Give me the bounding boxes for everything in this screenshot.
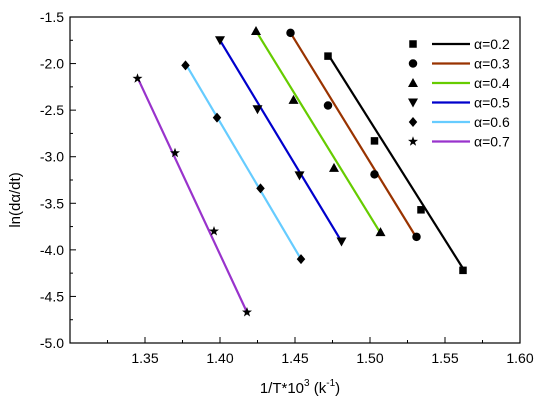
x-tick-label: 1.50 <box>356 350 383 366</box>
x-tick-label: 1.55 <box>431 350 458 366</box>
legend-label-series-5: α=0.6 <box>474 114 510 130</box>
x-axis-label: 1/T*103 (k-1) <box>260 378 340 397</box>
legend-marker-series-4 <box>408 98 418 108</box>
data-point-series-3 <box>251 25 261 35</box>
x-axis-label-unit: (k <box>310 380 327 397</box>
fit-line-series-5 <box>184 63 302 260</box>
data-point-series-3 <box>288 94 299 104</box>
x-axis-label-main: 1/T*10 <box>260 380 304 397</box>
legend-label-series-1: α=0.2 <box>474 36 510 52</box>
data-point-series-6 <box>209 225 219 236</box>
y-tick-label: -5.0 <box>40 335 64 351</box>
legend-label-series-4: α=0.5 <box>474 95 510 111</box>
y-tick-label: -3.0 <box>40 149 64 165</box>
legend-marker-series-2 <box>408 59 418 68</box>
legend-label-series-2: α=0.3 <box>474 56 510 72</box>
x-tick-label: 1.35 <box>131 350 158 366</box>
y-tick-label: -3.5 <box>40 195 64 211</box>
data-point-series-6 <box>132 73 143 83</box>
fit-line-series-6 <box>136 77 248 313</box>
data-point-series-6 <box>242 307 252 317</box>
tick-labels: 1.35 1.40 1.45 1.50 1.55 1.60 -5.0 -4.5 -4.0 -3.5… <box>40 9 534 366</box>
x-tick-label: 1.40 <box>206 350 233 366</box>
data-point-series-2 <box>370 170 379 179</box>
legend-label-series-6: α=0.7 <box>474 134 510 150</box>
x-axis-label-unit-sup: -1 <box>326 378 335 389</box>
x-tick-label: 1.45 <box>281 350 308 366</box>
data-point-series-1 <box>324 52 332 60</box>
data-point-series-2 <box>286 28 295 38</box>
legend-marker-series-1 <box>409 40 417 48</box>
fit-lines <box>136 30 464 313</box>
legend-marker-series-5 <box>408 117 418 127</box>
fit-line-series-1 <box>327 53 464 270</box>
fit-line-series-3 <box>255 30 382 234</box>
x-axis-label-close: ) <box>335 380 340 397</box>
data-point-series-5 <box>212 112 222 123</box>
y-tick-label: -4.5 <box>40 288 64 304</box>
data-point-series-4 <box>336 237 347 247</box>
data-point-series-3 <box>329 162 339 172</box>
data-point-series-1 <box>459 266 467 275</box>
fit-line-series-4 <box>219 39 343 243</box>
legend-marker-series-3 <box>408 78 418 87</box>
y-tick-label: -2.5 <box>40 102 64 118</box>
data-point-series-5 <box>296 254 306 265</box>
y-tick-label: -4.0 <box>40 242 64 258</box>
y-axis-label: ln(dα/dt) <box>7 172 24 227</box>
x-tick-label: 1.60 <box>506 350 533 366</box>
data-point-series-4 <box>215 36 225 46</box>
data-point-series-1 <box>370 137 379 145</box>
y-tick-label: -2.0 <box>40 56 64 72</box>
fit-line-series-2 <box>289 32 418 239</box>
data-point-series-4 <box>252 105 263 115</box>
data-point-series-1 <box>417 206 425 214</box>
data-point-series-5 <box>181 60 190 71</box>
data-point-series-5 <box>256 183 265 194</box>
data-point-series-2 <box>323 101 333 110</box>
legend: α=0.2 α=0.3 α=0.4 α=0.5 α=0.6 α=0.7 <box>408 36 510 150</box>
data-point-series-3 <box>375 227 386 237</box>
data-point-series-6 <box>170 147 180 158</box>
legend-label-series-3: α=0.4 <box>474 75 510 91</box>
y-tick-label: -1.5 <box>40 9 64 25</box>
legend-marker-series-6 <box>408 136 418 146</box>
x-axis-label-sup: 3 <box>304 378 310 389</box>
plot-frame <box>69 16 521 344</box>
data-point-series-2 <box>412 232 421 242</box>
axis-ticks <box>70 16 521 344</box>
data-markers <box>132 25 467 317</box>
data-point-series-4 <box>294 171 305 181</box>
